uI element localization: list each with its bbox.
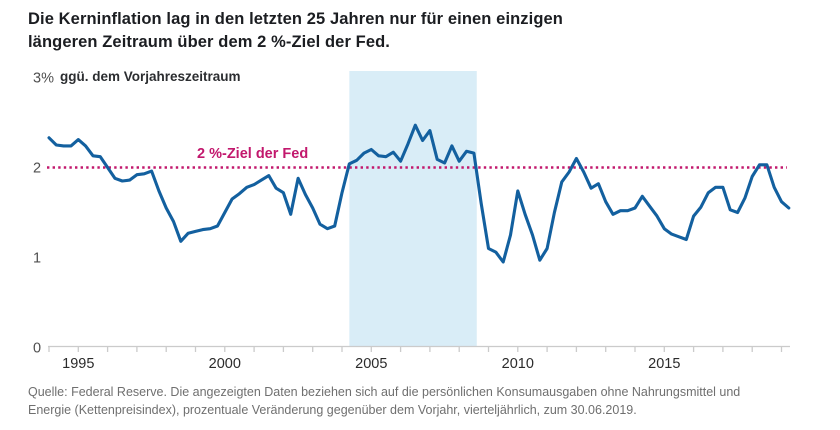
highlight-band <box>349 71 477 347</box>
source-line-1: Quelle: Federal Reserve. Die angezeigten… <box>28 385 741 399</box>
source-line-2: Energie (Kettenpreisindex), prozentuale … <box>28 403 637 417</box>
y-tick-label: 3% <box>33 71 54 87</box>
x-tick-label: 2005 <box>355 356 387 372</box>
inflation-line <box>47 123 791 264</box>
y-tick-label: 2 <box>33 161 41 177</box>
x-tick-label: 2010 <box>502 356 534 372</box>
series-layer <box>47 123 791 264</box>
x-tick-label: 2000 <box>209 356 241 372</box>
highlight-band-layer <box>349 71 477 347</box>
y-tick-label: 1 <box>33 251 41 267</box>
axis-layer: 1995 2000 2005 2010 2015 0 1 2 3% <box>33 71 790 372</box>
x-tick-label: 2015 <box>648 356 680 372</box>
source-note: Quelle: Federal Reserve. Die angezeigten… <box>28 383 818 419</box>
chart-title: Die Kerninflation lag in den letzten 25 … <box>28 10 563 51</box>
x-tick-label: 1995 <box>62 356 94 372</box>
y-tick-label: 0 <box>33 341 41 357</box>
axis-unit-label: ggü. dem Vorjahreszeitraum <box>60 69 241 84</box>
fed-target-label: 2 %-Ziel der Fed <box>197 146 308 162</box>
